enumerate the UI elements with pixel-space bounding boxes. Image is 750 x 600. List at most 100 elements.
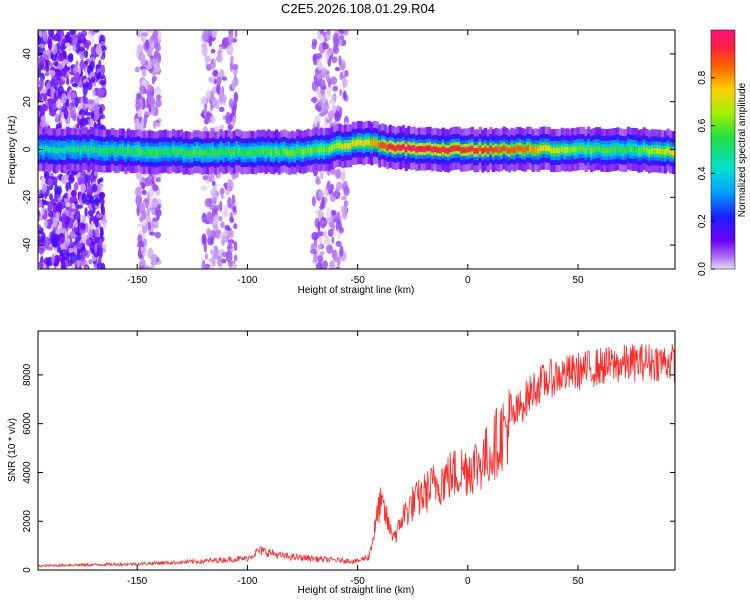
spectrogram-ridge-cell	[613, 146, 617, 153]
spectrogram-ridge-cell	[269, 149, 273, 156]
spectrogram-ridge-cell	[245, 149, 250, 156]
spectrogram-ridge-cell	[137, 147, 141, 154]
spectrogram-noise-cell	[47, 38, 53, 50]
spectrogram-noise-cell	[91, 35, 95, 44]
snr-x-ticks: -150 -100 -50 0 50	[127, 331, 584, 587]
spectrogram-ridge-cell	[581, 145, 586, 152]
spectrogram-noise-cell	[43, 236, 51, 249]
spectrogram-ridge-cell	[666, 147, 670, 153]
spectrogram-noise-cell	[209, 60, 216, 70]
spectrogram-noise-cell	[234, 30, 238, 39]
spectrogram-noise-cell	[201, 259, 206, 269]
spectrogram-ridge-cell	[351, 140, 355, 147]
spectrogram-noise-cell	[57, 240, 61, 248]
spectrogram-noise-cell	[81, 112, 85, 119]
spectrogram-ridge-cell	[518, 145, 522, 152]
spectrogram-noise-cell	[38, 94, 42, 103]
spectrogram-ridge-cell	[526, 145, 530, 151]
spectrogram-noise-cell	[82, 96, 89, 105]
spectrogram-noise-cell	[227, 124, 234, 130]
spectrogram-noise-cell	[153, 75, 158, 82]
spectrogram-noise-cell	[82, 176, 86, 185]
spectrogram-ridge-cell	[60, 147, 65, 154]
spectrogram-noise-cell	[141, 189, 147, 196]
spectrogram-noise-cell	[95, 184, 101, 193]
spectrogram-noise-cell	[72, 114, 77, 122]
spectrogram-noise-cell	[98, 250, 103, 259]
spectrogram-noise-cell	[332, 44, 340, 55]
spectrogram-ridge-cell	[256, 148, 260, 155]
spectrogram-noise-cell	[136, 43, 144, 53]
spectrogram-noise-cell	[319, 171, 324, 180]
spectrogram-ridge-cell	[314, 145, 318, 152]
spectrogram-noise-cell	[67, 46, 71, 52]
spectrogram-ridge-cell	[341, 143, 345, 150]
spectrogram-noise-cell	[52, 103, 57, 110]
figure-title: C2E5.2026.108.01.29.R04	[281, 1, 435, 16]
snr-background	[38, 331, 675, 570]
spectrogram-ridge-cell	[542, 145, 546, 151]
spectrogram-ridge-cell	[632, 146, 636, 153]
spectrogram-noise-cell	[144, 39, 150, 50]
spectrogram-ridge-cell	[251, 149, 255, 156]
spectrogram-noise-cell	[209, 103, 214, 112]
spectrogram-noise-cell	[141, 181, 146, 190]
spectrogram-noise-cell	[99, 55, 104, 61]
spectrogram-noise-cell	[71, 82, 78, 88]
spectrogram-noise-cell	[39, 106, 46, 117]
spectrogram-noise-cell	[312, 96, 317, 104]
y-tick-label: 8000	[22, 363, 33, 386]
spectrogram-noise-cell	[343, 200, 349, 207]
spectrogram-ridge-cell	[420, 146, 424, 152]
y-tick-label: 20	[22, 96, 33, 108]
spectrogram-noise-cell	[89, 195, 95, 205]
spectrogram-ridge-cell	[478, 145, 482, 152]
spectrogram-noise-cell	[207, 236, 214, 246]
spectrogram-noise-cell	[97, 71, 102, 78]
spectrogram-noise-cell	[315, 262, 323, 269]
spectrogram-noise-cell	[229, 216, 234, 223]
y-tick-label: 6000	[22, 412, 33, 435]
spectrogram-ridge-cell	[306, 147, 310, 154]
spectrogram-noise-cell	[319, 235, 323, 244]
spectrogram-noise-cell	[328, 222, 333, 228]
spectrogram-ridge-cell	[187, 150, 191, 157]
spectrogram-ridge-cell	[362, 140, 366, 147]
spectrogram-ridge-cell	[610, 146, 615, 153]
spectrogram-noise-cell	[84, 172, 91, 184]
spectrogram-noise-cell	[76, 259, 80, 269]
spectrogram-ridge-cell	[650, 147, 654, 154]
spectrogram-ridge-cell	[484, 146, 488, 153]
spectrogram-noise-cell	[91, 208, 96, 214]
spectrogram-noise-cell	[101, 219, 107, 229]
spectrogram-ridge-cell	[235, 147, 239, 154]
spectrogram-noise-cell	[87, 99, 95, 105]
spectrogram-ridge-cell	[372, 139, 377, 146]
spectrogram-noise-cell	[57, 85, 64, 97]
spectrogram-noise-cell	[327, 228, 334, 237]
spectrogram-noise-cell	[149, 231, 156, 236]
spectrogram-ridge-cell	[473, 148, 477, 154]
spectrogram-ridge-cell	[634, 146, 638, 153]
spectrogram-ridge-cell	[335, 142, 340, 149]
spectrogram-noise-cell	[154, 231, 162, 239]
spectrogram-noise-cell	[99, 226, 104, 233]
spectrogram-noise-cell	[141, 67, 147, 78]
spectrogram-noise-cell	[90, 76, 96, 83]
spectrogram-noise-cell	[38, 224, 42, 230]
spectrogram-ridge-cell	[124, 149, 128, 156]
spectrogram-ridge-cell	[364, 139, 369, 146]
spectrogram-ridge-cell	[431, 146, 435, 153]
spectrogram-ridge-cell	[402, 143, 406, 150]
spectrogram-noise-cell	[40, 119, 47, 128]
spectrogram-ridge-cell	[193, 148, 197, 155]
spectrogram-noise-cell	[331, 56, 338, 64]
spectrogram-ridge-cell	[121, 147, 125, 153]
spectrogram-ridge-cell	[309, 148, 313, 154]
spectrogram-noise-cell	[67, 54, 74, 63]
spectrogram-ridge-cell	[587, 145, 591, 152]
spectrogram-noise-cell	[69, 251, 77, 264]
spectrogram-noise-cell	[89, 116, 94, 129]
spectrogram-noise-cell	[226, 44, 234, 56]
spectrogram-noise-cell	[220, 221, 225, 229]
